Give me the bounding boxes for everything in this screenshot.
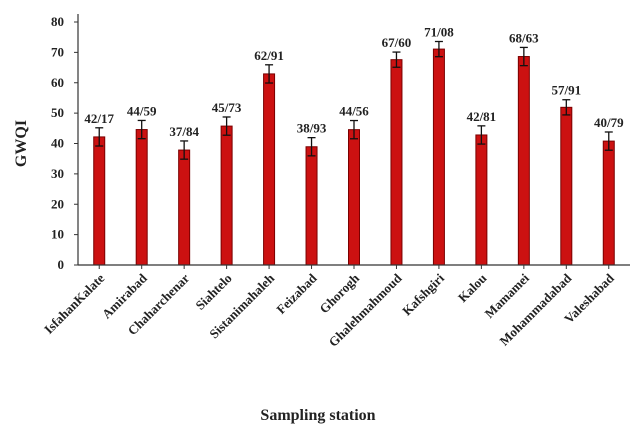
x-tick-label: Kalou (455, 271, 490, 306)
x-tick-label: IsfahanKalate (41, 270, 107, 336)
error-bars (95, 40, 613, 160)
data-label: 38/93 (297, 121, 327, 136)
bar (348, 129, 360, 266)
data-labels: 42/17 44/59 37/84 45/73 62/91 38/93 44/56 67/60… (84, 25, 624, 139)
error-bar (604, 131, 613, 151)
bar (135, 129, 148, 266)
y-axis: 0 10 20 30 40 50 60 70 80 (51, 14, 79, 272)
data-label: 40/79 (594, 115, 624, 130)
error-bar (95, 127, 104, 147)
y-tick-label: 40 (51, 136, 64, 151)
bar (178, 149, 191, 266)
bar (475, 134, 488, 266)
y-tick-label: 0 (58, 257, 65, 272)
error-bar (519, 46, 528, 67)
error-bar (350, 119, 358, 140)
y-tick-label: 80 (51, 14, 64, 29)
y-tick-label: 70 (51, 44, 64, 59)
x-tick-label: Kafshgiri (399, 270, 447, 318)
bar (560, 106, 573, 266)
bar (220, 125, 233, 266)
bar (432, 48, 445, 266)
x-tick-label: Siahtelo (192, 271, 234, 313)
data-label: 44/56 (339, 104, 369, 119)
x-tick-label: Feizabad (273, 270, 320, 317)
data-label: 37/84 (169, 124, 199, 139)
data-label: 62/91 (254, 48, 284, 63)
error-bar (137, 119, 146, 140)
error-bar (392, 51, 401, 68)
data-label: 42/17 (84, 111, 114, 126)
data-label: 44/59 (127, 103, 157, 118)
error-bar (434, 40, 443, 58)
data-label: 42/81 (467, 109, 497, 124)
y-tick-label: 10 (51, 227, 64, 242)
x-axis-title: Sampling station (260, 407, 375, 424)
data-label: 57/91 (551, 83, 581, 98)
bar (602, 140, 615, 266)
data-label: 45/73 (212, 100, 242, 115)
x-tick-label: Mohammadabad (496, 270, 575, 349)
error-bar (562, 99, 571, 116)
y-tick-label: 60 (51, 75, 64, 90)
bar (517, 56, 530, 266)
bar (390, 59, 403, 266)
bar (305, 146, 318, 266)
error-bar (307, 136, 316, 157)
error-bar (265, 64, 274, 84)
error-bar (222, 116, 231, 136)
bars (93, 48, 615, 266)
x-tick-label: Ghalehmahmoud (326, 270, 406, 350)
error-bar (180, 140, 189, 160)
y-tick-label: 50 (51, 105, 64, 120)
data-label: 67/60 (382, 35, 412, 50)
y-tick-label: 30 (51, 166, 64, 181)
y-tick-label: 20 (51, 196, 64, 211)
data-label: 71/08 (424, 25, 454, 40)
bar (263, 73, 276, 266)
bar (93, 136, 106, 266)
data-label: 68/63 (509, 30, 539, 45)
y-axis-title: GWQI (13, 120, 30, 167)
error-bar (477, 125, 486, 145)
